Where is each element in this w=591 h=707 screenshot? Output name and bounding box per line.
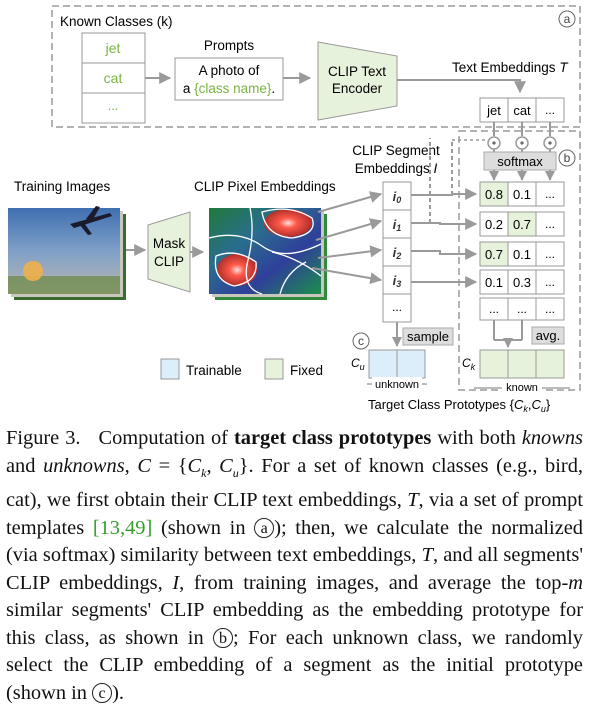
mask-clip [147,211,191,293]
class-more: ... [108,98,119,113]
caption-knowns: knowns [521,427,583,449]
caption-citation[interactable]: [13,49] [92,516,153,539]
sim-r1-c0: 0.2 [485,217,503,232]
known-label: known [506,382,538,394]
sim-r1-c2: ... [545,217,555,231]
legend-trainable-swatch [160,358,180,380]
sim-r2-c0: 0.7 [485,247,503,262]
class-cat: cat [104,70,123,86]
cu-label: Cu [351,356,365,372]
clip-segment-line1: CLIP Segment [352,143,440,158]
marker-b-label: b [564,151,571,165]
softmax-box [483,151,557,171]
classes-table [81,32,146,124]
target-prototypes-label: Target Class Prototypes {Ck,Cu} [368,397,551,414]
sim-r2-c2: ... [545,247,555,261]
caption-text-5: , via a set of prompt templates [6,489,583,539]
marker-b [558,149,576,167]
avg-box [531,326,565,345]
caption-unknowns: unknowns [43,454,125,477]
caption-text-1: Computation of [98,427,228,449]
caption-text-6: (shown in [160,516,246,539]
sim-r0-c2: ... [545,187,555,201]
text-emb-row [479,97,565,123]
figure-caption: Figure 3. Computation of target class pr… [6,425,583,707]
region-a-box [51,5,581,128]
text-embeddings-label: Text Embeddings T [452,60,569,75]
marker-a [558,10,576,28]
segment-i2: i2 [393,245,402,261]
legend-fixed-label: Fixed [290,363,323,378]
caption-text-11: ; For each unknown class, we randomly se… [6,626,583,704]
segment-i1: i1 [393,217,402,233]
segment-i3: i3 [393,273,402,289]
clip-text-encoder-line2: Encoder [332,81,383,96]
caption-text-7: ); then, we calculate the normalized (vi… [6,516,583,567]
caption-I: I [172,571,180,594]
legend-trainable-label: Trainable [186,363,242,378]
class-jet: jet [105,40,121,56]
sim-r3-c1: 0.3 [513,275,531,290]
clip-text-encoder [317,41,398,121]
segment-embeddings-column [382,181,412,323]
caption-text-12: ). [112,681,124,704]
caption-m: m [568,571,583,594]
sim-r1-c1: 0.7 [513,217,531,232]
caption-text-4: For a set of known classes (e.g., bird, … [6,454,583,512]
softmax-label: softmax [497,154,543,169]
caption-T: T [407,489,419,512]
caption-T2: T [421,544,433,567]
sim-r0-c0: 0.8 [485,187,503,202]
text-emb-cat: cat [513,103,531,118]
caption-equation: , C = {Ck, Cu}. [124,454,254,480]
sim-r4-c0: ... [489,302,499,316]
prompt-box [174,57,284,101]
segment-more: ... [392,300,402,314]
training-image-stack [8,206,126,300]
marker-c-label: c [358,334,364,348]
text-emb-more: ... [545,103,555,117]
caption-text-3: and [6,454,36,477]
known-prototypes [479,349,565,379]
sample-label: sample [407,329,449,344]
legend-fixed-swatch [264,358,284,380]
text-emb-jet: jet [486,103,501,118]
sim-r4-c2: ... [545,302,555,316]
figure-diagram: a Known Classes (k) jet cat ... Prompts … [8,5,581,414]
clip-segment-line2: Embeddings I [355,161,438,176]
sample-box [402,327,454,346]
training-images-label: Training Images [14,179,111,194]
caption-marker-b: b [213,627,234,648]
unknown-label: unknown [375,379,419,391]
marker-c [352,332,370,350]
caption-text-2: with both [437,427,516,449]
sim-r3-c2: ... [545,275,555,289]
caption-text-10: similar segments' CLIP embedding as the … [6,599,583,649]
sim-r2-c1: 0.1 [513,247,531,262]
sim-r0-c1: 0.1 [513,187,531,202]
ck-label: Ck [462,356,476,372]
prompt-line2: a {class name}. [183,81,275,96]
sim-r3-c0: 0.1 [485,275,503,290]
prompts-label: Prompts [204,38,255,53]
pixel-embedding-heatmap [208,207,327,300]
known-classes-label: Known Classes (k) [60,14,173,29]
mask-clip-line2: CLIP [154,254,184,269]
caption-text-9: , from training images, and average the … [179,571,569,594]
caption-marker-a: a [254,517,275,538]
mask-clip-line1: Mask [153,236,186,251]
marker-a-label: a [564,12,571,26]
similarity-matrix [479,181,565,321]
caption-fig-label: Figure 3. [6,427,81,449]
clip-pixel-embeddings-label: CLIP Pixel Embeddings [194,179,336,194]
sim-r4-c1: ... [517,302,527,316]
caption-bold: target class prototypes [233,427,432,449]
clip-text-encoder-line1: CLIP Text [328,64,386,79]
prompt-line1: A photo of [199,63,260,78]
avg-label: avg. [536,328,561,343]
segment-i0: i0 [393,189,402,205]
caption-text-8: , and all segments' CLIP embeddings, [6,544,583,594]
